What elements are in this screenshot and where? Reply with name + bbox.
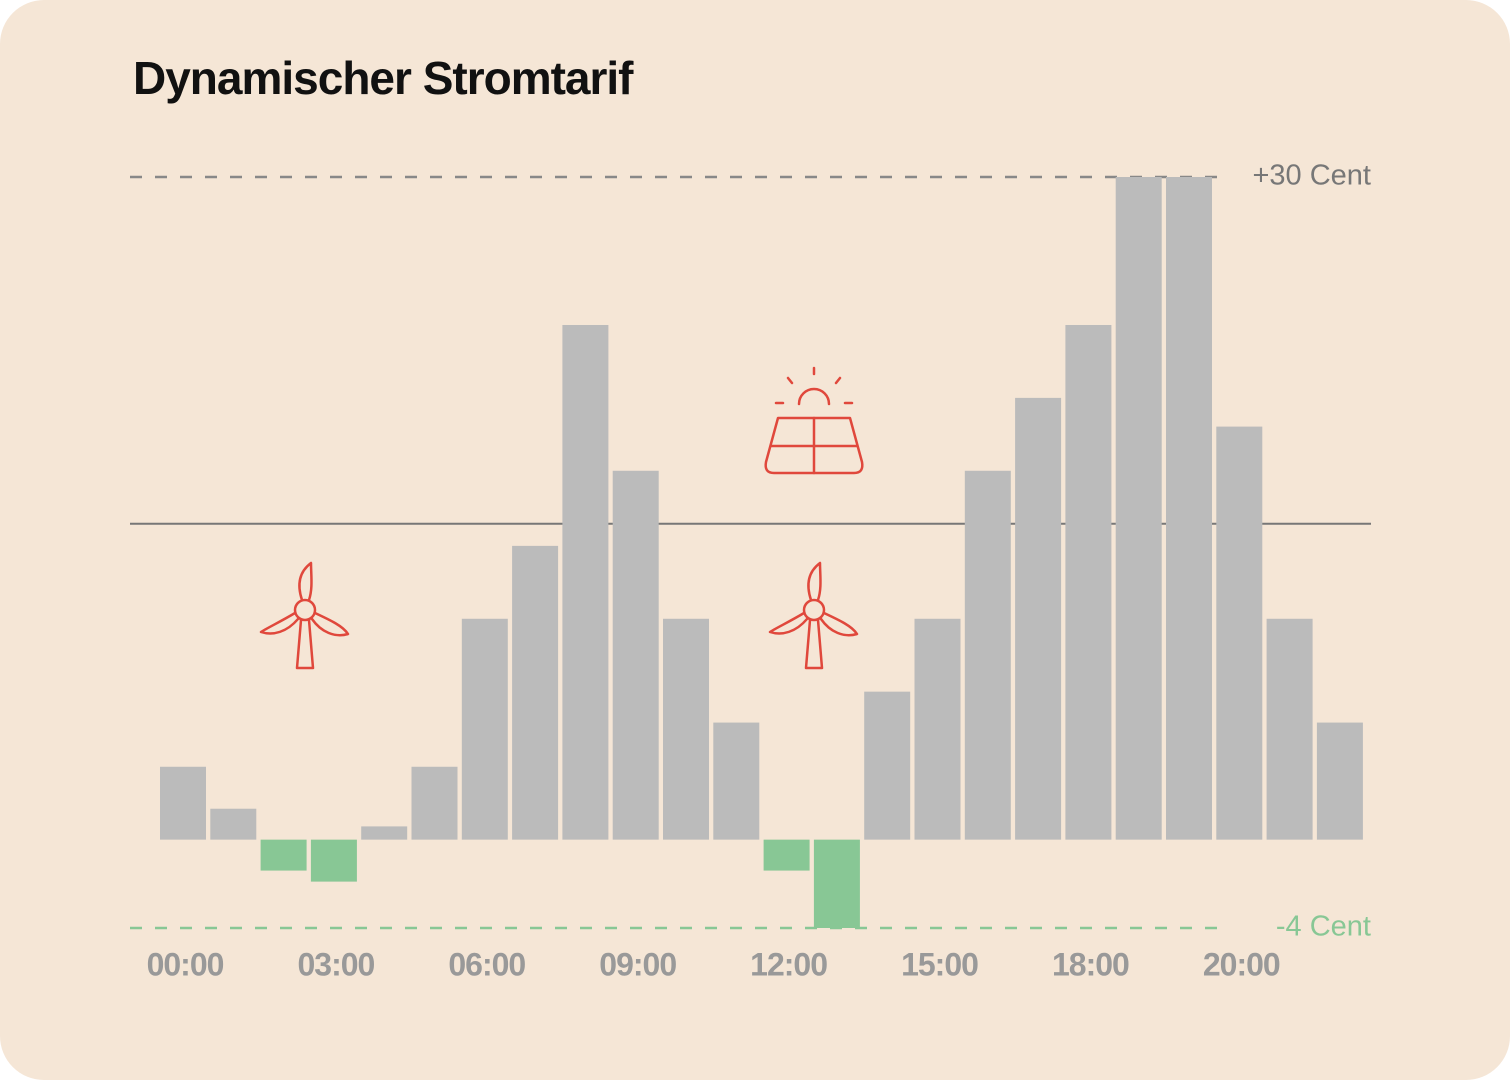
bar	[160, 766, 206, 840]
bar	[310, 839, 357, 882]
x-tick-label: 00:00	[147, 946, 224, 982]
x-tick-label: 12:00	[750, 946, 827, 982]
solar-icon	[764, 366, 864, 475]
bar	[361, 826, 408, 840]
plot: +30 Cent -4 Cent 00:00 03:00 06:00 09:00 12:00…	[130, 160, 1371, 982]
y-tick-label: +30 Cent	[1252, 160, 1371, 192]
bar	[210, 808, 257, 840]
y-tick-label: -4 Cent	[1276, 911, 1371, 943]
bar	[864, 691, 911, 840]
wind-icon	[768, 561, 859, 670]
x-tick-label: 03:00	[297, 946, 374, 982]
x-tick-label: 09:00	[599, 946, 676, 982]
chart-title: Dynamischer Stromtarif	[133, 52, 634, 104]
bar	[1166, 177, 1212, 840]
bar	[1216, 426, 1263, 840]
bar	[813, 839, 860, 928]
bar	[562, 324, 609, 840]
bar	[512, 545, 559, 840]
bar	[260, 839, 307, 871]
x-tick-label: 15:00	[901, 946, 978, 982]
bar	[1115, 177, 1162, 840]
bar	[1065, 324, 1112, 840]
bar	[612, 470, 659, 840]
bar	[964, 470, 1011, 840]
bar	[411, 766, 458, 840]
bar	[713, 722, 760, 840]
bar	[461, 618, 508, 840]
x-tick-label: 20:00	[1203, 946, 1280, 982]
bar	[1266, 618, 1313, 840]
bar	[663, 618, 709, 840]
x-tick-label: 18:00	[1052, 946, 1129, 982]
bar	[763, 839, 810, 871]
x-tick-label: 06:00	[448, 946, 525, 982]
bar	[914, 618, 961, 840]
bar	[1316, 722, 1363, 840]
wind-icon	[259, 561, 350, 670]
bar	[1015, 397, 1062, 840]
